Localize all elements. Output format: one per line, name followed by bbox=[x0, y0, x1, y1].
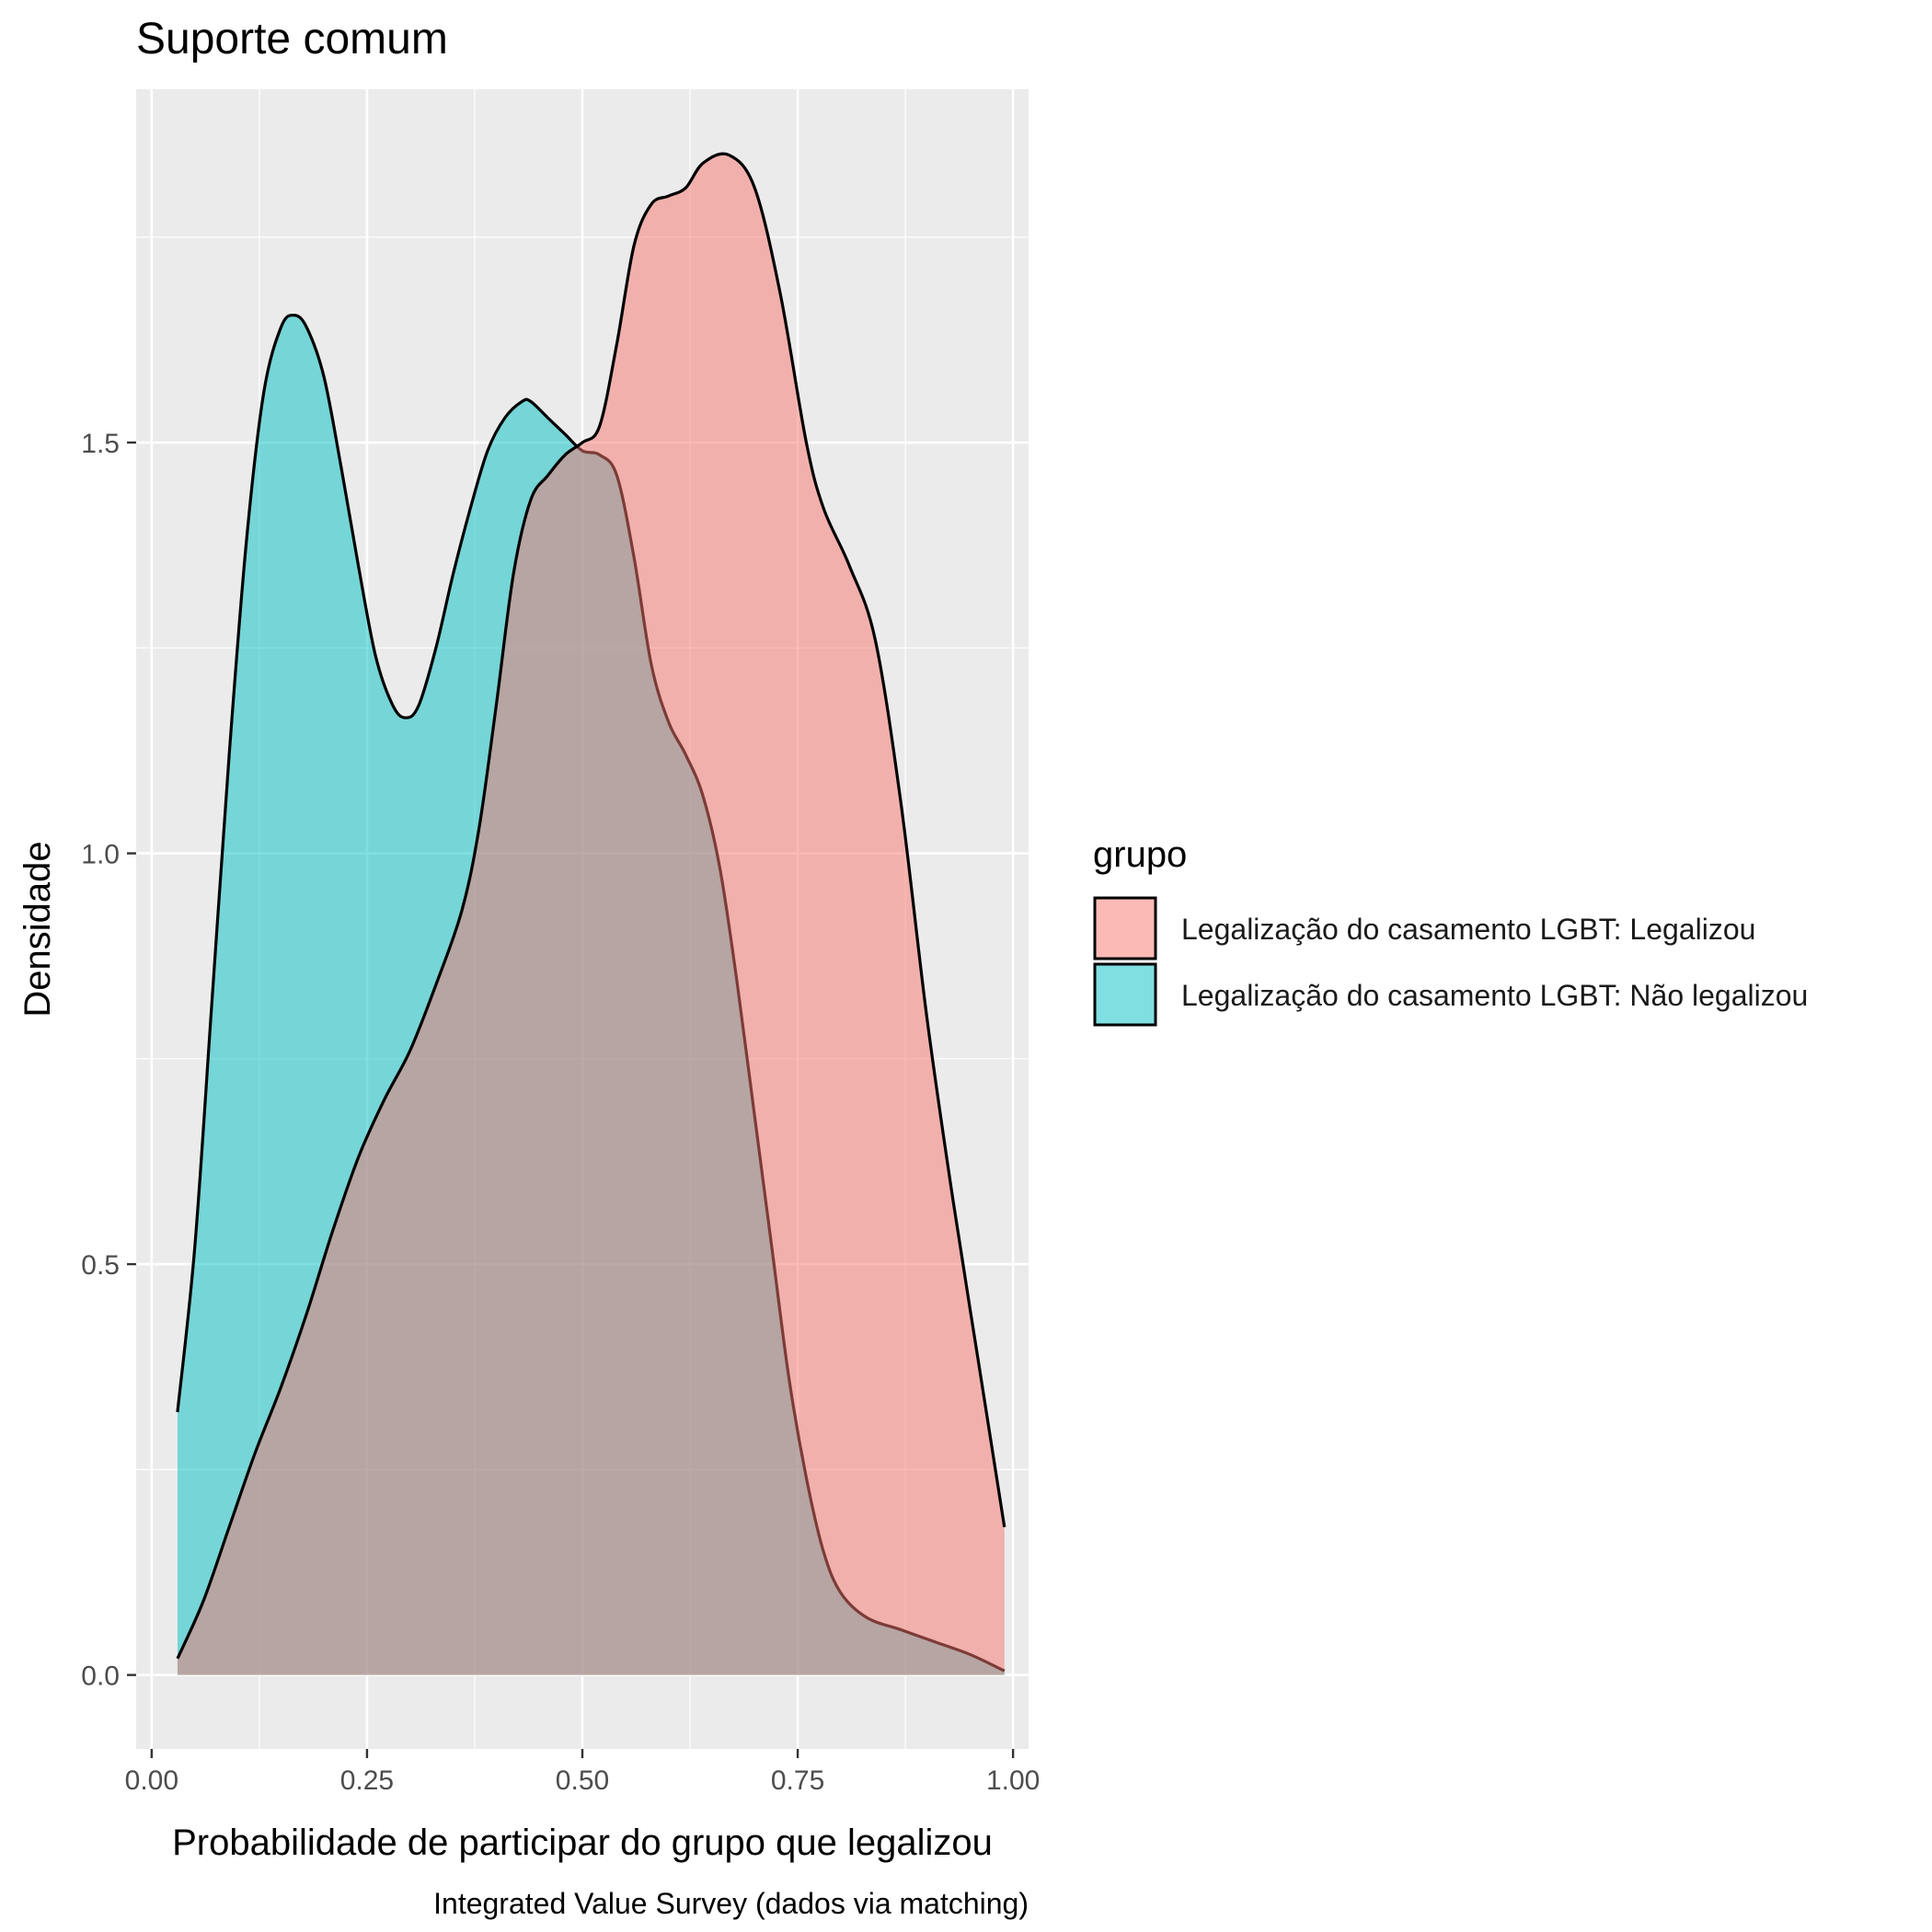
x-tick-label: 0.75 bbox=[771, 1765, 824, 1796]
legend-key-legalizou bbox=[1093, 896, 1157, 960]
y-tick-label: 0.0 bbox=[81, 1662, 120, 1692]
density-series bbox=[176, 152, 1006, 1675]
y-tick-label: 0.5 bbox=[81, 1250, 120, 1281]
legend: grupo Legalização do casamento LGBT: Leg… bbox=[1093, 834, 1808, 1027]
legend-label-legalizou: Legalização do casamento LGBT: Legalizou bbox=[1181, 913, 1755, 946]
density-area-legalizou bbox=[177, 154, 1005, 1675]
density-line-legalizou bbox=[176, 152, 1006, 1660]
x-axis-label: Probabilidade de participar do grupo que… bbox=[172, 1823, 993, 1863]
y-tick-label: 1.0 bbox=[81, 840, 120, 870]
legend-label-nao-legalizou: Legalização do casamento LGBT: Não legal… bbox=[1181, 979, 1808, 1012]
x-tick-label: 1.00 bbox=[986, 1765, 1040, 1796]
x-tick-label: 0.25 bbox=[340, 1765, 394, 1796]
x-tick-label: 0.50 bbox=[556, 1765, 609, 1796]
y-tick-label: 1.5 bbox=[81, 429, 120, 459]
y-axis-label: Densidade bbox=[17, 841, 58, 1017]
chart-caption: Integrated Value Survey (dados via match… bbox=[433, 1887, 1029, 1920]
legend-title: grupo bbox=[1093, 834, 1187, 875]
x-tick-label: 0.00 bbox=[125, 1765, 178, 1796]
legend-key-nao-legalizou bbox=[1093, 962, 1157, 1027]
axes: 0.00 0.25 0.50 0.75 1.00 0.0 0.5 1.0 1.5 bbox=[81, 429, 1040, 1796]
chart-title: Suporte comum bbox=[136, 15, 448, 63]
